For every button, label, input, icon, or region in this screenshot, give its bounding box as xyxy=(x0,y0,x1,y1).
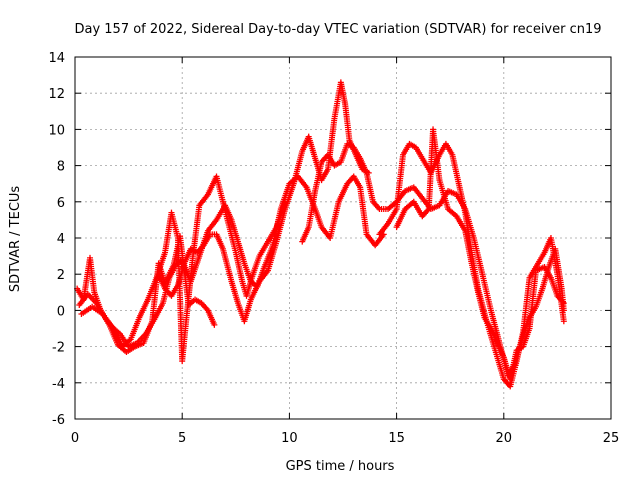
data-points xyxy=(74,79,567,390)
y-tick-label: 10 xyxy=(48,123,65,138)
x-tick-label: 15 xyxy=(388,431,405,446)
x-tick-label: 10 xyxy=(281,431,298,446)
y-tick-label: 2 xyxy=(57,268,65,283)
x-tick-label: 5 xyxy=(178,431,186,446)
x-axis-label: GPS time / hours xyxy=(286,459,395,474)
y-tick-label: 12 xyxy=(48,87,65,102)
y-tick-label: 4 xyxy=(57,232,65,247)
y-tick-label: -4 xyxy=(52,377,65,392)
y-tick-label: 8 xyxy=(57,160,65,175)
data-point xyxy=(560,300,567,307)
x-tick-label: 25 xyxy=(603,431,620,446)
y-tick-label: -2 xyxy=(52,341,65,356)
data-point xyxy=(560,318,567,325)
y-tick-label: 6 xyxy=(57,196,65,211)
chart-title: Day 157 of 2022, Sidereal Day-to-day VTE… xyxy=(74,22,601,37)
axis-ticks: 0 5 10 15 20 25 -6 -4 -2 0 2 4 6 8 10 12 14 xyxy=(48,51,619,446)
y-tick-label: 14 xyxy=(48,51,65,66)
data-point xyxy=(211,321,218,328)
y-tick-label: 0 xyxy=(57,304,65,319)
y-tick-label: -6 xyxy=(52,413,65,428)
grid xyxy=(75,57,611,419)
x-tick-label: 0 xyxy=(71,431,79,446)
x-tick-label: 20 xyxy=(496,431,513,446)
y-axis-label: SDTVAR / TECUs xyxy=(8,186,23,293)
